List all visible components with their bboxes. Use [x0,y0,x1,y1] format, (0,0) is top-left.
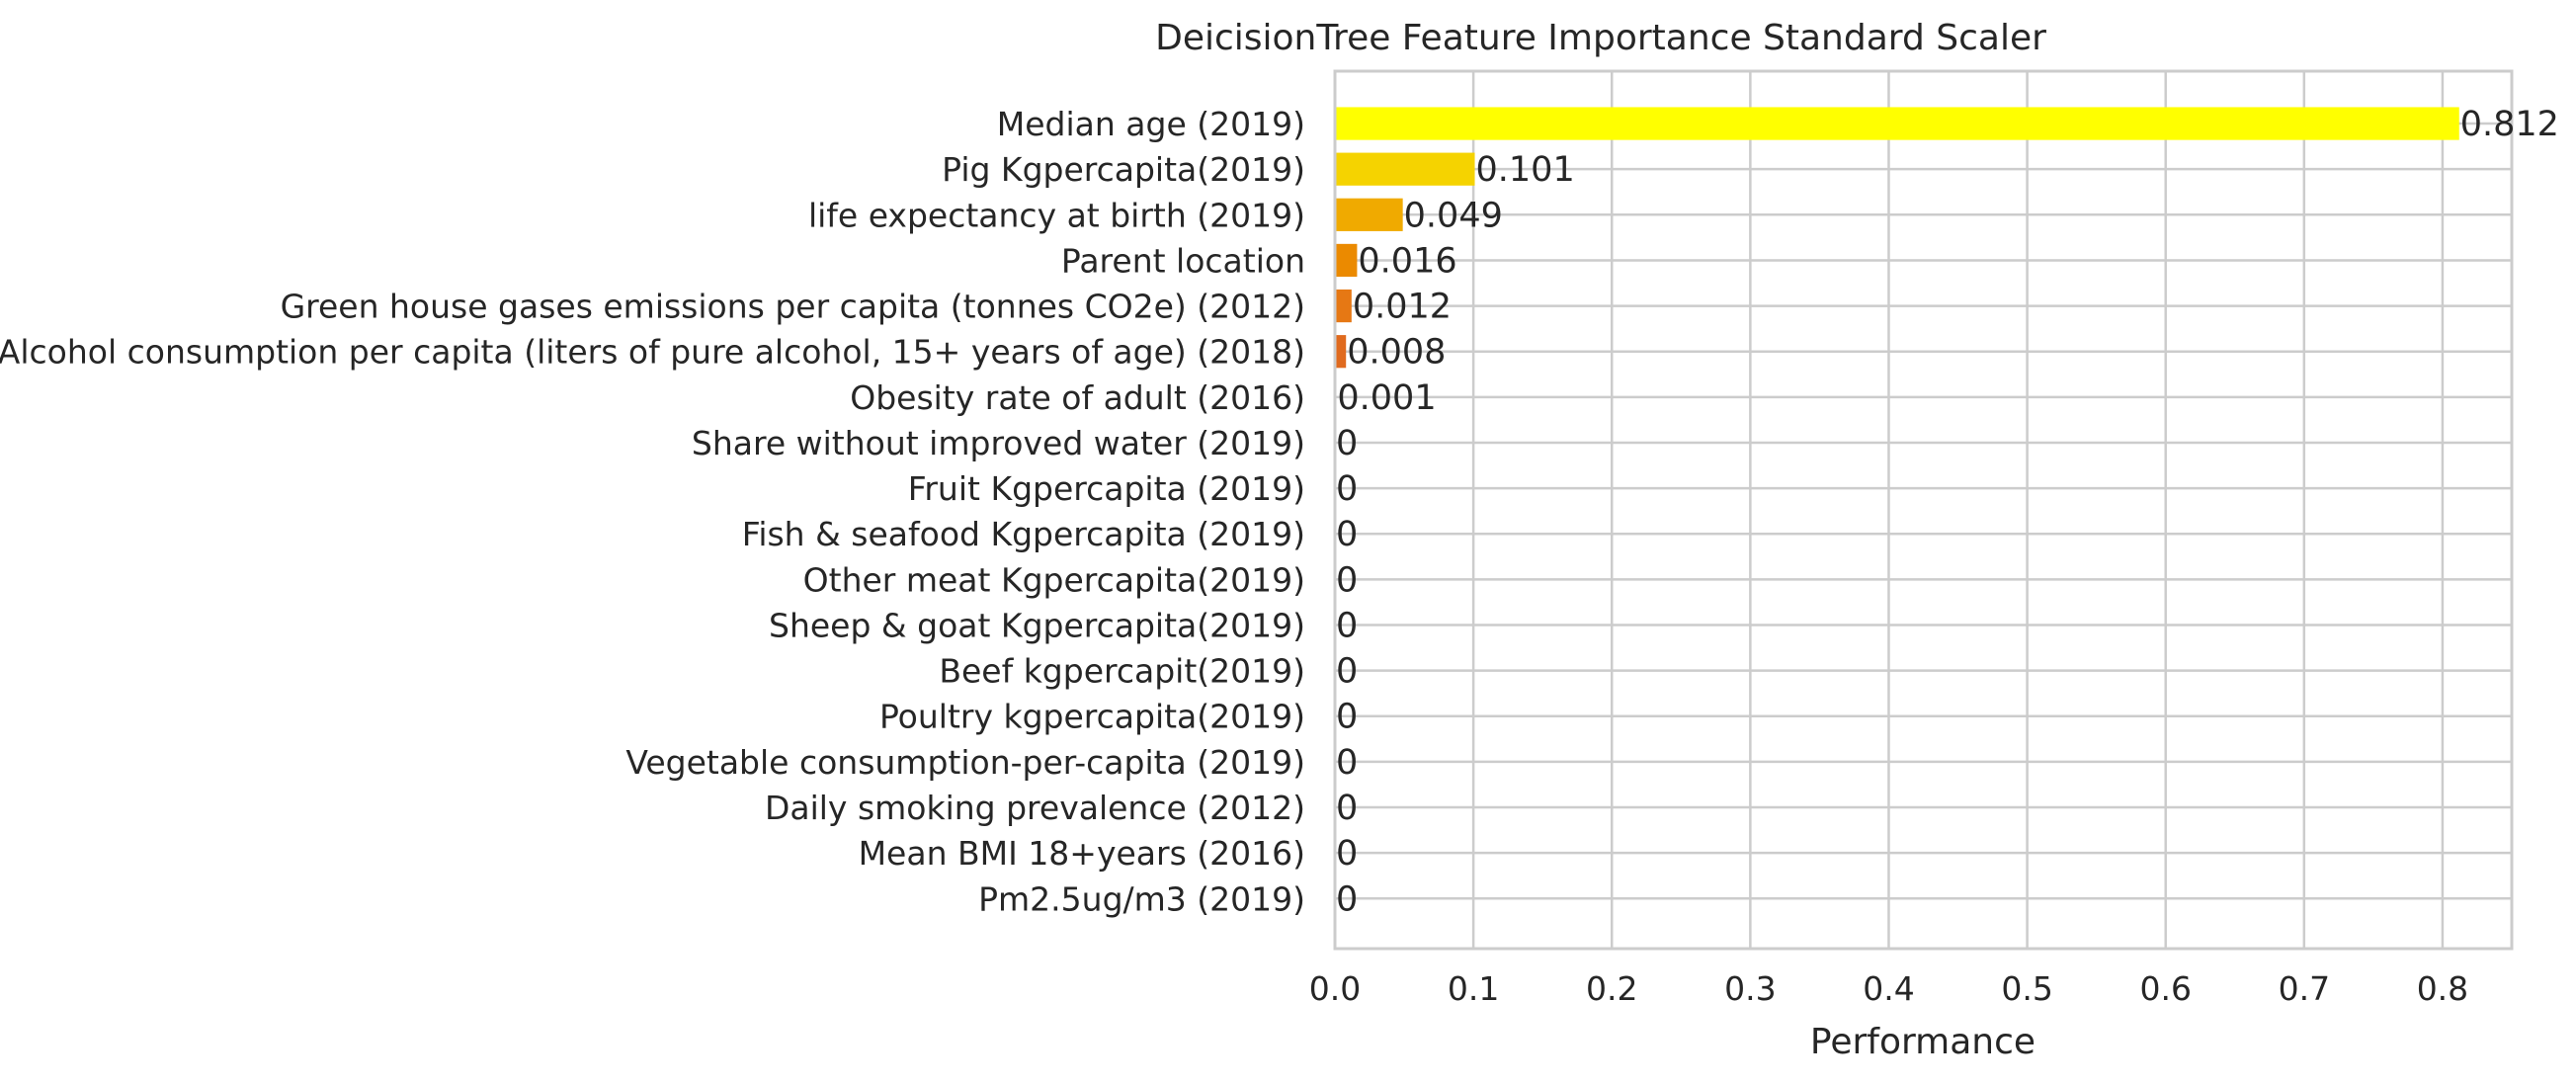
bar-value-label: 0.001 [1337,378,1436,418]
bar [1335,335,1346,368]
bar-value-label: 0 [1336,789,1358,828]
y-tick-label: Fruit Kgpercapita (2019) [908,469,1305,508]
bar-value-label: 0.812 [2460,105,2559,144]
bar-value-label: 0 [1336,834,1358,874]
y-tick-label: Vegetable consumption-per-capita (2019) [625,743,1305,782]
bar-value-label: 0.049 [1404,196,1503,235]
bar-value-label: 0 [1336,560,1358,600]
plot-frame [1335,71,2512,949]
y-tick-label: life expectancy at birth (2019) [808,196,1305,234]
bar [1335,244,1357,277]
bar [1335,107,2459,139]
chart-title: DeicisionTree Feature Importance Standar… [1155,18,2046,58]
bar-value-label: 0.101 [1476,150,1575,190]
y-tick-label: Parent location [1061,241,1305,280]
y-tick-label: Green house gases emissions per capita (… [281,288,1305,326]
y-tick-label: Poultry kgpercapita(2019) [879,698,1305,736]
bar-value-label: 0 [1336,606,1358,645]
x-tick-label: 0.2 [1586,969,1637,1008]
y-tick-label: Median age (2019) [997,105,1305,143]
x-tick-label: 0.0 [1309,969,1361,1008]
bar-value-label: 0 [1336,515,1358,554]
x-tick-label: 0.6 [2139,969,2191,1008]
bar-value-label: 0 [1336,743,1358,783]
y-tick-labels: Median age (2019) Pig Kgpercapita(2019) li… [0,105,1305,918]
y-tick-label: Other meat Kgpercapita(2019) [803,560,1305,599]
y-tick-label: Alcohol consumption per capita (liters o… [0,333,1305,372]
bar-value-label: 0 [1336,469,1358,509]
x-tick-label: 0.5 [2001,969,2052,1008]
bar-value-label: 0.016 [1358,241,1456,281]
y-tick-label: Fish & seafood Kgpercapita (2019) [742,515,1305,553]
y-tick-label: Obesity rate of adult (2016) [850,378,1305,417]
bar-value-label: 0 [1336,652,1358,692]
bar-value-label: 0 [1336,698,1358,737]
x-axis-label: Performance [1810,1022,2036,1062]
bar-value-label: 0.008 [1347,333,1446,373]
y-tick-label: Sheep & goat Kgpercapita(2019) [769,606,1305,644]
bar-value-label: 0.012 [1353,288,1452,327]
y-tick-label: Daily smoking prevalence (2012) [765,789,1305,827]
y-tick-label: Mean BMI 18+years (2016) [859,834,1305,873]
x-tick-label: 0.3 [1724,969,1776,1008]
grid-layer [1335,71,2512,949]
x-tick-label: 0.7 [2279,969,2330,1008]
bar-value-label: 0 [1336,424,1358,463]
x-tick-label: 0.1 [1448,969,1499,1008]
y-tick-label: Pig Kgpercapita(2019) [942,150,1305,189]
x-tick-labels: 0.0 0.1 0.2 0.3 0.4 0.5 0.6 0.7 0.8 [1309,969,2468,1008]
bar-value-label: 0 [1336,879,1358,919]
data-labels: 0.812 0.101 0.049 0.016 0.012 0.008 0.001 0 0 0 0 0… [1336,105,2559,919]
bar [1335,199,1403,231]
bar [1335,153,1475,186]
y-tick-label: Beef kgpercapit(2019) [939,652,1305,691]
y-tick-label: Share without improved water (2019) [692,424,1305,462]
x-tick-label: 0.8 [2417,969,2468,1008]
x-tick-label: 0.4 [1863,969,1914,1008]
y-tick-label: Pm2.5ug/m3 (2019) [978,879,1305,918]
bar [1335,290,1352,322]
